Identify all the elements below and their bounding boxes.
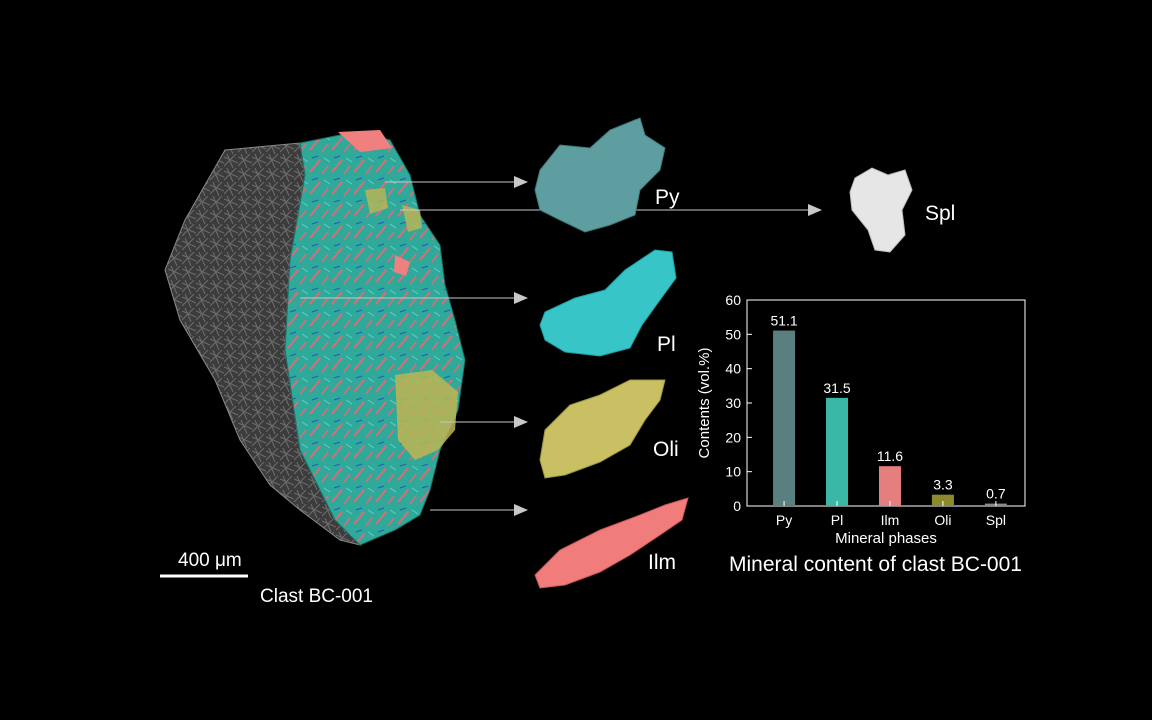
bar-pl <box>826 398 848 506</box>
x-tick-label-py: Py <box>776 512 792 528</box>
phase-shape-oli <box>540 380 665 478</box>
y-tick-label: 10 <box>725 464 741 480</box>
x-tick-label-spl: Spl <box>986 512 1006 528</box>
mineral-content-chart: 0 10 20 30 40 50 60 51.1 Py 31.5 Pl 11.6 Ilm 3.3 Oli 0.… <box>690 288 1030 548</box>
data-label-spl: 0.7 <box>986 486 1006 502</box>
y-tick-label: 50 <box>725 326 741 342</box>
sample-caption: Clast BC-001 <box>260 586 373 608</box>
arrowhead <box>514 176 528 188</box>
scale-bar-label: 400 μm <box>178 550 242 572</box>
arrowhead <box>514 292 528 304</box>
chart-title: Mineral content of clast BC-001 <box>729 553 1022 577</box>
x-tick-label-ilm: Ilm <box>881 512 900 528</box>
y-axis-label: Contents (vol.%) <box>696 348 713 459</box>
x-tick-label-oli: Oli <box>934 512 951 528</box>
phase-shape-py <box>535 118 665 232</box>
data-label-pl: 31.5 <box>823 380 850 396</box>
clast-render <box>165 130 465 545</box>
y-tick-label: 0 <box>733 498 741 514</box>
x-tick-label-pl: Pl <box>831 512 843 528</box>
phase-label-spl: Spl <box>925 202 955 226</box>
y-tick-label: 30 <box>725 395 741 411</box>
data-label-ilm: 11.6 <box>877 448 903 464</box>
bar-py <box>773 331 795 506</box>
bar-ilm <box>879 466 901 506</box>
phase-shape-spl <box>850 168 912 252</box>
phase-label-pl: Pl <box>657 333 676 357</box>
y-tick-label: 60 <box>725 292 741 308</box>
arrowhead <box>514 416 528 428</box>
y-tick-label: 20 <box>725 429 741 445</box>
phase-label-ilm: Ilm <box>648 551 676 575</box>
arrowhead <box>514 504 528 516</box>
data-label-py: 51.1 <box>770 313 797 329</box>
x-axis-label: Mineral phases <box>835 530 937 547</box>
arrowhead <box>808 204 822 216</box>
phase-shape-pl <box>540 250 676 356</box>
y-tick-label: 40 <box>725 361 741 377</box>
phase-label-py: Py <box>655 186 680 210</box>
phase-label-oli: Oli <box>653 438 679 462</box>
data-label-oli: 3.3 <box>933 477 953 493</box>
